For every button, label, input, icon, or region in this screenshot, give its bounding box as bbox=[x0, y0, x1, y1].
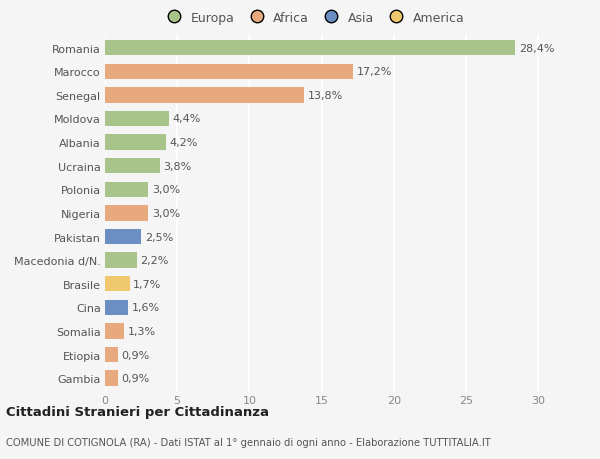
Bar bbox=[105, 41, 515, 56]
Text: 1,7%: 1,7% bbox=[133, 279, 161, 289]
Bar bbox=[105, 347, 118, 363]
Bar bbox=[105, 276, 130, 292]
Bar bbox=[105, 112, 169, 127]
Text: Cittadini Stranieri per Cittadinanza: Cittadini Stranieri per Cittadinanza bbox=[6, 405, 269, 419]
Bar bbox=[105, 371, 118, 386]
Bar bbox=[105, 182, 148, 197]
Text: COMUNE DI COTIGNOLA (RA) - Dati ISTAT al 1° gennaio di ogni anno - Elaborazione : COMUNE DI COTIGNOLA (RA) - Dati ISTAT al… bbox=[6, 437, 491, 447]
Bar bbox=[105, 135, 166, 151]
Text: 28,4%: 28,4% bbox=[518, 44, 554, 54]
Bar bbox=[105, 253, 137, 268]
Bar bbox=[105, 64, 353, 80]
Text: 3,0%: 3,0% bbox=[152, 185, 180, 195]
Text: 2,2%: 2,2% bbox=[140, 256, 169, 266]
Bar bbox=[105, 206, 148, 221]
Text: 3,8%: 3,8% bbox=[163, 161, 192, 171]
Bar bbox=[105, 324, 124, 339]
Text: 3,0%: 3,0% bbox=[152, 208, 180, 218]
Text: 0,9%: 0,9% bbox=[122, 350, 150, 360]
Bar bbox=[105, 88, 304, 103]
Text: 0,9%: 0,9% bbox=[122, 373, 150, 383]
Text: 4,2%: 4,2% bbox=[169, 138, 197, 148]
Text: 13,8%: 13,8% bbox=[308, 91, 343, 101]
Bar bbox=[105, 300, 128, 315]
Text: 17,2%: 17,2% bbox=[357, 67, 392, 77]
Text: 1,6%: 1,6% bbox=[132, 302, 160, 313]
Bar bbox=[105, 159, 160, 174]
Text: 4,4%: 4,4% bbox=[172, 114, 200, 124]
Bar bbox=[105, 230, 141, 245]
Text: 2,5%: 2,5% bbox=[145, 232, 173, 242]
Text: 1,3%: 1,3% bbox=[127, 326, 155, 336]
Legend: Europa, Africa, Asia, America: Europa, Africa, Asia, America bbox=[161, 11, 464, 25]
